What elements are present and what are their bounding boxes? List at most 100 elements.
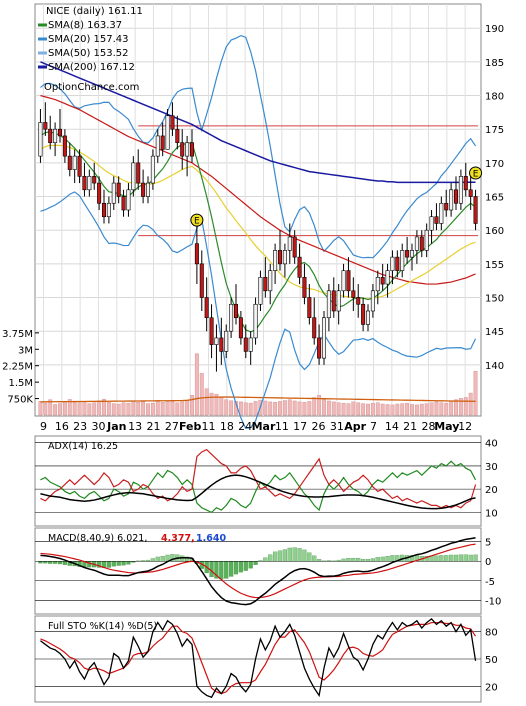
volume-layer xyxy=(38,353,478,416)
candle-body xyxy=(189,142,195,157)
candle-body xyxy=(361,303,366,325)
indicator-tick-label: 0 xyxy=(485,557,491,568)
volume-bar xyxy=(444,402,449,416)
macd-histogram-bar xyxy=(248,561,253,569)
macd-histogram-bar xyxy=(150,558,155,562)
candle-body xyxy=(199,263,204,298)
macd-histogram-bar xyxy=(263,557,268,562)
macd-histogram-bar xyxy=(268,554,273,562)
x-tick-label: May xyxy=(434,420,459,433)
candle-body xyxy=(175,128,180,143)
price-tick-label: 175 xyxy=(485,125,504,136)
x-tick-label: Jan xyxy=(106,420,126,433)
candle-body xyxy=(101,202,107,218)
candle-body xyxy=(150,155,155,184)
macd-histogram-bar xyxy=(449,554,454,562)
candle-body xyxy=(116,182,121,197)
indicator-tick-label: -5 xyxy=(485,577,495,588)
volume-bar xyxy=(331,401,336,416)
x-tick-label: 13 xyxy=(128,420,142,433)
macd-histogram-bar xyxy=(370,558,375,562)
candle-body xyxy=(48,128,53,143)
x-tick-label: 28 xyxy=(422,420,436,433)
price-tick-label: 165 xyxy=(485,193,504,204)
candle-body xyxy=(204,297,209,319)
candle-body xyxy=(424,229,429,251)
candle-body xyxy=(429,216,434,231)
macd-histogram-bar xyxy=(356,557,361,562)
volume-bar xyxy=(67,399,72,416)
x-tick-label: 18 xyxy=(220,420,234,433)
macd-histogram-bar xyxy=(458,554,463,562)
candle-body xyxy=(439,202,444,224)
volume-bar xyxy=(385,404,390,416)
candle-body xyxy=(307,297,312,319)
price-tick-label: 140 xyxy=(485,361,504,372)
candle-body xyxy=(341,270,346,292)
x-tick-label: 21 xyxy=(403,420,417,433)
volume-bar xyxy=(336,402,341,416)
price-tick-label: 155 xyxy=(485,260,504,271)
volume-bar xyxy=(268,401,273,416)
candle-body xyxy=(165,115,170,150)
candle-body xyxy=(302,277,307,298)
candle-body xyxy=(194,243,199,265)
volume-bar xyxy=(214,393,219,416)
sto-k-line xyxy=(40,618,477,699)
macd-histogram-bar xyxy=(463,554,468,562)
volume-average-line xyxy=(40,396,476,403)
indicator-tick-label: 10 xyxy=(485,508,498,519)
macd-histogram-bar xyxy=(439,555,444,562)
volume-bar xyxy=(209,392,214,416)
candle-body xyxy=(287,236,292,251)
sto-label: Full STO %K(14) %D(5) xyxy=(48,621,157,632)
volume-bar xyxy=(380,403,385,416)
candle-body xyxy=(351,290,356,298)
volume-bar xyxy=(434,401,439,416)
candle-body xyxy=(141,182,146,197)
macd-histogram-bar xyxy=(116,561,121,566)
x-tick-label: 27 xyxy=(165,420,179,433)
macd-histogram-bar xyxy=(444,555,449,562)
macd-histogram-bar xyxy=(57,561,63,565)
candle-body xyxy=(409,250,415,258)
adx-line xyxy=(40,474,476,510)
volume-bar xyxy=(400,403,405,416)
macd-histogram-bar xyxy=(106,561,111,568)
candle-body xyxy=(258,277,263,305)
candle-body xyxy=(277,250,283,265)
candle-body xyxy=(160,135,165,150)
macd-histogram-bar xyxy=(453,554,459,562)
legend-entry: SMA(8) 163.37 xyxy=(48,20,122,31)
macd-histogram-bar xyxy=(219,561,224,580)
candle-body xyxy=(282,250,287,265)
volume-bar xyxy=(62,401,67,416)
x-tick-label: 12 xyxy=(458,420,472,433)
legend-entry: SMA(50) 153.52 xyxy=(48,48,129,59)
indicator-tick-label: 5 xyxy=(485,538,491,549)
candle-body xyxy=(180,142,185,157)
volume-bar xyxy=(454,399,458,416)
bollinger-upper xyxy=(40,34,477,259)
candle-body xyxy=(219,337,224,352)
volume-bar xyxy=(473,370,478,416)
volume-bar xyxy=(307,401,312,416)
candle-body xyxy=(170,115,175,130)
volume-bar xyxy=(414,404,419,416)
macd-histogram-bar xyxy=(121,561,126,566)
macd-histogram-bar xyxy=(277,550,283,562)
price-tick-label: 185 xyxy=(485,58,504,69)
volume-bar xyxy=(405,402,410,416)
volume-bar xyxy=(150,402,155,416)
macd-histogram-bar xyxy=(473,554,478,562)
macd-histogram-bar xyxy=(160,556,165,562)
price-tick-label: 190 xyxy=(485,24,504,35)
candle-body xyxy=(468,189,473,197)
candle-body xyxy=(400,250,405,271)
candle-body xyxy=(370,290,375,312)
candle-body xyxy=(67,155,72,170)
x-tick-label: Mar xyxy=(252,420,276,433)
volume-bar xyxy=(326,400,331,416)
indicator-tick-label: 40 xyxy=(485,439,498,450)
legend-entry: SMA(20) 157.43 xyxy=(48,34,129,45)
